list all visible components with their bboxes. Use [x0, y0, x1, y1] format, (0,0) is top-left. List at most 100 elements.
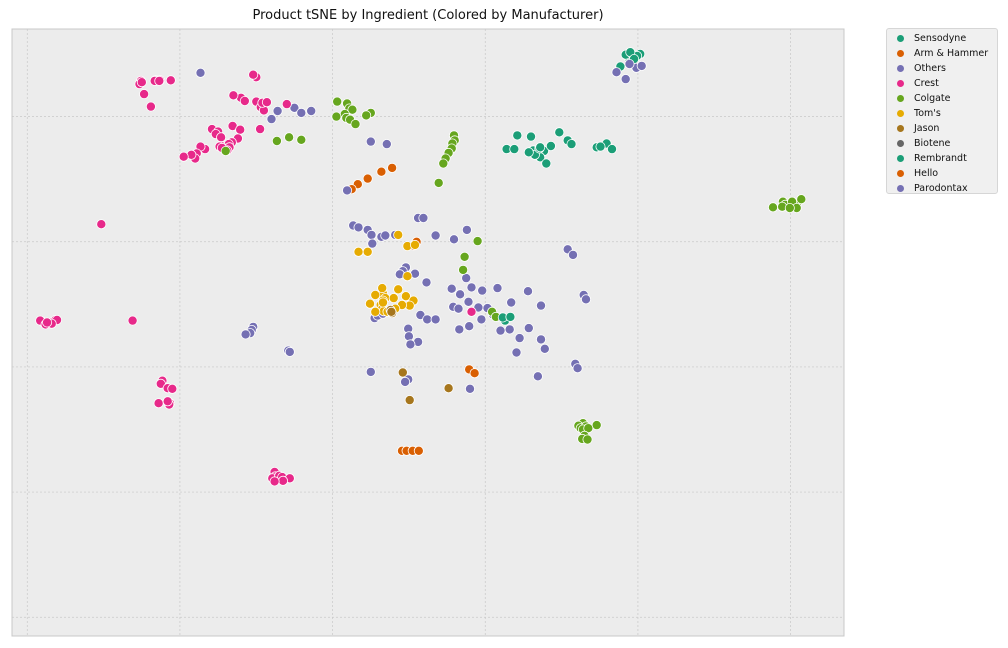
point-arm-hammer — [387, 162, 398, 173]
point-others — [353, 222, 364, 233]
point-others — [366, 229, 377, 240]
point-crest — [239, 96, 250, 107]
point-rembrandt — [505, 311, 516, 322]
point-colgate — [458, 264, 469, 275]
legend-swatch — [897, 80, 904, 87]
point-others — [523, 286, 534, 297]
point-others — [296, 107, 307, 118]
point-crest — [153, 398, 164, 409]
point-others — [523, 323, 534, 334]
point-others — [400, 376, 411, 387]
point-tom-s — [370, 289, 381, 300]
point-crest — [96, 219, 107, 230]
point-others — [492, 283, 503, 294]
point-others — [306, 106, 317, 117]
point-tom-s — [402, 271, 413, 282]
point-others — [511, 347, 522, 358]
plot-area — [12, 29, 844, 636]
point-crest — [269, 476, 280, 487]
point-colgate — [331, 111, 342, 122]
point-jason — [404, 395, 415, 406]
point-others — [448, 234, 459, 245]
point-crest — [248, 69, 259, 80]
point-arm-hammer — [413, 445, 424, 456]
legend-item: Biotene — [887, 136, 997, 151]
point-tom-s — [400, 291, 411, 302]
legend-label: Crest — [914, 78, 939, 89]
point-tom-s — [364, 298, 375, 309]
point-crest — [235, 124, 246, 135]
point-colgate — [296, 134, 307, 145]
point-others — [636, 60, 647, 71]
point-others — [611, 67, 622, 78]
legend-swatch — [897, 50, 904, 57]
point-colgate — [768, 202, 779, 213]
point-crest — [281, 99, 292, 110]
point-jason — [386, 306, 397, 317]
legend-label: Parodontax — [914, 183, 968, 194]
point-others — [365, 366, 376, 377]
point-colgate — [332, 96, 343, 107]
legend-item: Tom's — [887, 106, 997, 121]
legend-label: Tom's — [914, 108, 941, 119]
point-others — [624, 59, 635, 70]
point-colgate — [438, 158, 449, 169]
point-others — [446, 283, 457, 294]
point-tom-s — [388, 293, 399, 304]
legend-swatch — [897, 140, 904, 147]
point-others — [421, 277, 432, 288]
point-crest — [167, 383, 178, 394]
point-jason — [397, 367, 408, 378]
point-sensodyne — [545, 140, 556, 151]
point-crest — [255, 124, 266, 135]
point-arm-hammer — [376, 166, 387, 177]
point-tom-s — [353, 246, 364, 257]
point-crest — [154, 75, 165, 86]
point-others — [504, 324, 515, 335]
point-crest — [127, 315, 138, 326]
point-others — [272, 106, 283, 117]
point-tom-s — [362, 246, 373, 257]
point-tom-s — [370, 306, 381, 317]
legend-label: Hello — [914, 168, 939, 179]
point-crest — [136, 77, 147, 88]
point-colgate — [796, 194, 807, 205]
point-tom-s — [409, 239, 420, 250]
legend: Sensodyne Arm & Hammer Others Crest Colgate T… — [886, 28, 998, 194]
point-crest — [277, 475, 288, 486]
legend-item: Colgate — [887, 91, 997, 106]
legend-swatch — [897, 155, 904, 162]
point-others — [466, 282, 477, 293]
point-sensodyne — [523, 147, 534, 158]
point-others — [453, 303, 464, 314]
point-colgate — [350, 119, 361, 130]
point-others — [380, 230, 391, 241]
point-crest — [216, 132, 227, 143]
point-others — [284, 346, 295, 357]
gridlines — [12, 29, 844, 636]
point-colgate — [784, 202, 795, 213]
point-others — [461, 224, 472, 235]
point-sensodyne — [554, 127, 565, 138]
legend-item: Sensodyne — [887, 31, 997, 46]
legend-item: Jason — [887, 121, 997, 136]
point-others — [403, 331, 414, 342]
point-others — [536, 334, 547, 345]
point-others — [464, 383, 475, 394]
legend-label: Jason — [914, 123, 940, 134]
point-jason — [443, 383, 454, 394]
point-sensodyne — [535, 142, 546, 153]
point-others — [568, 249, 579, 260]
plot-frame — [11, 28, 845, 637]
point-colgate — [347, 104, 358, 115]
legend-swatch — [897, 35, 904, 42]
legend-item: Arm & Hammer — [887, 46, 997, 61]
legend-swatch — [897, 125, 904, 132]
point-others — [620, 74, 631, 85]
point-colgate — [433, 177, 444, 188]
point-crest — [145, 101, 156, 112]
legend-label: Biotene — [914, 138, 951, 149]
point-others — [367, 238, 378, 249]
point-others — [463, 296, 474, 307]
